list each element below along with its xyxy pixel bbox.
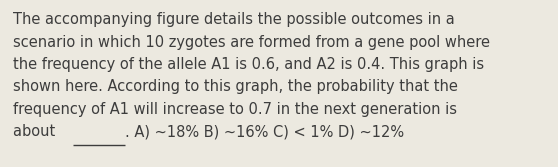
Text: the frequency of the allele A1 is 0.6, and A2 is 0.4. This graph is: the frequency of the allele A1 is 0.6, a… (13, 57, 484, 72)
Text: frequency of A1 will increase to 0.7 in the next generation is: frequency of A1 will increase to 0.7 in … (13, 102, 457, 117)
Text: . A) ~18% B) ~16% C) < 1% D) ~12%: . A) ~18% B) ~16% C) < 1% D) ~12% (126, 125, 405, 139)
Text: about: about (13, 125, 60, 139)
Text: shown here. According to this graph, the probability that the: shown here. According to this graph, the… (13, 79, 458, 95)
Text: scenario in which 10 zygotes are formed from a gene pool where: scenario in which 10 zygotes are formed … (13, 35, 490, 49)
Text: The accompanying figure details the possible outcomes in a: The accompanying figure details the poss… (13, 12, 455, 27)
